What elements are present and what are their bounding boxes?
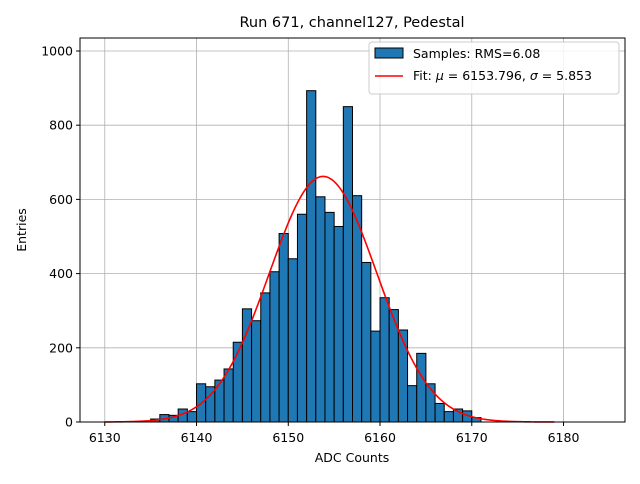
y-tick-label: 1000 <box>41 43 73 58</box>
histogram-bar <box>379 297 390 423</box>
y-axis-ticks: 0 200 400 600 800 1000 <box>41 43 80 430</box>
fit-curve <box>104 175 555 423</box>
histogram-bar <box>370 330 381 423</box>
y-tick-label: 800 <box>49 118 73 133</box>
histogram-bars <box>150 90 482 423</box>
histogram-bar <box>260 292 271 423</box>
histogram-bar <box>287 258 298 423</box>
histogram-bar <box>223 368 234 423</box>
histogram-bar <box>269 271 280 423</box>
x-tick-label: 6160 <box>364 430 396 445</box>
x-tick-label: 6130 <box>89 430 121 445</box>
y-axis-label: Entries <box>14 208 29 252</box>
x-axis-label: ADC Counts <box>315 450 390 465</box>
y-tick-label: 200 <box>49 340 73 355</box>
histogram-bar <box>306 90 317 423</box>
histogram-bar <box>315 196 326 423</box>
histogram-bar <box>214 379 225 423</box>
legend-samples-label: Samples: RMS=6.08 <box>413 46 540 61</box>
histogram-bar <box>434 402 445 423</box>
legend-fit-label: Fit: μ = 6153.796, σ = 5.853 <box>413 68 592 83</box>
legend-samples-swatch <box>374 47 404 59</box>
histogram-bar <box>407 385 418 423</box>
legend-box <box>368 41 620 95</box>
histogram-bar <box>443 411 454 423</box>
histogram-bar <box>186 411 198 423</box>
histogram-bar <box>397 329 409 423</box>
histogram-bar <box>324 211 335 423</box>
chart-title: Run 671, channel127, Pedestal <box>239 15 464 31</box>
histogram-bar <box>251 320 262 423</box>
histogram-bar <box>333 225 344 423</box>
x-tick-label: 6180 <box>548 430 580 445</box>
y-tick-label: 600 <box>49 192 73 207</box>
y-tick-label: 400 <box>49 266 73 281</box>
histogram-bar <box>342 106 354 423</box>
histogram-bar <box>361 261 372 423</box>
x-tick-label: 6150 <box>272 430 304 445</box>
x-axis-ticks: 6130 6140 6150 6160 6170 6180 <box>89 422 580 445</box>
x-tick-label: 6140 <box>181 430 213 445</box>
histogram-bar <box>416 352 427 423</box>
plot-frame <box>79 37 626 423</box>
y-tick-label: 0 <box>65 415 73 430</box>
x-tick-label: 6170 <box>456 430 488 445</box>
histogram-bar <box>278 233 289 423</box>
histogram-bar <box>296 213 308 423</box>
fit-curve-group <box>104 175 555 423</box>
legend: Samples: RMS=6.08 Fit: μ = 6153.796, σ =… <box>368 41 620 95</box>
